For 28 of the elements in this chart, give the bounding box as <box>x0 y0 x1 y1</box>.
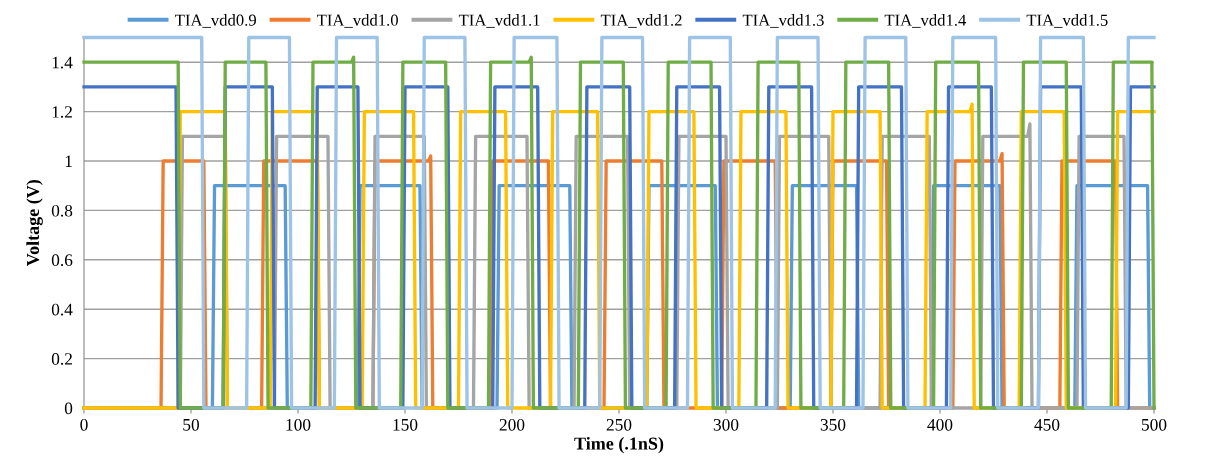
x-tick-label: 350 <box>820 418 846 431</box>
x-tick-label: 500 <box>1141 418 1167 431</box>
legend-label: TIA_vdd0.9 <box>175 14 256 28</box>
y-tick-label: 0.2 <box>51 353 72 365</box>
legend-label: TIA_vdd1.2 <box>600 14 682 28</box>
y-tick-label: 1 <box>65 155 72 168</box>
legend-label: TIA_vdd1.3 <box>742 14 824 28</box>
x-tick-label: 200 <box>499 418 525 431</box>
legend-label: TIA_vdd1.4 <box>884 14 967 28</box>
y-axis-title: Voltage (V) <box>26 180 43 267</box>
x-tick-label: 400 <box>927 418 953 431</box>
legend-label: TIA_vdd1.5 <box>1026 14 1108 28</box>
x-tick-label: 150 <box>393 418 418 431</box>
x-tick-label: 250 <box>606 418 632 431</box>
x-tick-label: 0 <box>80 418 88 431</box>
y-tick-label: 0 <box>64 402 73 415</box>
y-tick-label: 0.6 <box>51 254 73 267</box>
legend-label: TIA_vdd1.1 <box>458 14 540 28</box>
y-tick-label: 0.8 <box>51 204 73 217</box>
x-axis-title: Time (.1nS) <box>574 436 664 454</box>
y-tick-label: 0.4 <box>51 303 73 316</box>
y-tick-label: 1.2 <box>52 106 72 118</box>
x-tick-label: 300 <box>713 418 739 431</box>
x-tick-label: 100 <box>286 418 311 431</box>
x-tick-label: 450 <box>1034 418 1060 431</box>
legend-label: TIA_vdd1.0 <box>316 14 398 28</box>
y-tick-label: 1.4 <box>52 56 73 69</box>
x-tick-label: 50 <box>183 418 200 431</box>
